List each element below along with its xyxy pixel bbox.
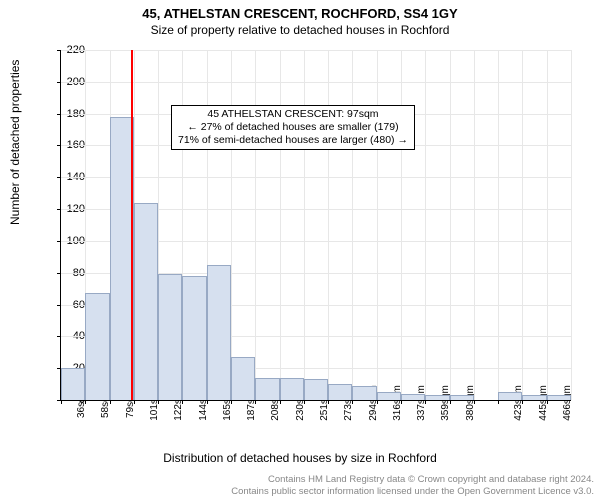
histogram-bar (134, 203, 158, 400)
footer-line2: Contains public sector information licen… (231, 486, 594, 497)
gridline-h (61, 82, 571, 83)
gridline-v (328, 50, 329, 400)
annotation-line3: 71% of semi-detached houses are larger (… (178, 134, 408, 147)
histogram-bar (255, 378, 279, 400)
gridline-v (304, 50, 305, 400)
chart-subtitle: Size of property relative to detached ho… (0, 23, 600, 37)
xtick-mark (498, 400, 499, 404)
histogram-bar (85, 293, 109, 400)
histogram-bar (450, 395, 474, 400)
gridline-h (61, 50, 571, 51)
annotation-line1: 45 ATHELSTAN CRESCENT: 97sqm (178, 108, 408, 121)
histogram-bar (110, 117, 134, 400)
histogram-bar (61, 368, 85, 400)
histogram-bar (498, 392, 522, 400)
plot-area: 45 ATHELSTAN CRESCENT: 97sqm ← 27% of de… (60, 50, 571, 401)
reference-line (131, 50, 133, 400)
gridline-v (401, 50, 402, 400)
gridline-v (547, 50, 548, 400)
histogram-bar (377, 392, 401, 400)
gridline-v (474, 50, 475, 400)
histogram-bar (280, 378, 304, 400)
annotation-box: 45 ATHELSTAN CRESCENT: 97sqm ← 27% of de… (171, 105, 415, 150)
y-axis-label: Number of detached properties (8, 60, 22, 225)
chart-title: 45, ATHELSTAN CRESCENT, ROCHFORD, SS4 1G… (0, 6, 600, 21)
histogram-bar (425, 395, 449, 400)
histogram-bar (158, 274, 182, 400)
histogram-bar (401, 394, 425, 400)
histogram-bar (522, 395, 546, 400)
gridline-v (498, 50, 499, 400)
gridline-v (255, 50, 256, 400)
histogram-bar (328, 384, 352, 400)
gridline-v (280, 50, 281, 400)
histogram-bar (207, 265, 231, 400)
footer-attribution: Contains HM Land Registry data © Crown c… (231, 474, 594, 497)
gridline-v (450, 50, 451, 400)
histogram-bar (547, 395, 571, 400)
chart-container: 45, ATHELSTAN CRESCENT, ROCHFORD, SS4 1G… (0, 0, 600, 500)
annotation-line2: ← 27% of detached houses are smaller (17… (178, 121, 408, 134)
gridline-v (231, 50, 232, 400)
gridline-v (425, 50, 426, 400)
x-axis-label: Distribution of detached houses by size … (0, 451, 600, 465)
histogram-bar (352, 386, 376, 400)
footer-line1: Contains HM Land Registry data © Crown c… (231, 474, 594, 485)
histogram-bar (304, 379, 328, 400)
gridline-v (571, 50, 572, 400)
histogram-bar (231, 357, 255, 400)
gridline-v (377, 50, 378, 400)
gridline-h (61, 177, 571, 178)
gridline-v (522, 50, 523, 400)
histogram-bar (182, 276, 206, 400)
gridline-v (352, 50, 353, 400)
